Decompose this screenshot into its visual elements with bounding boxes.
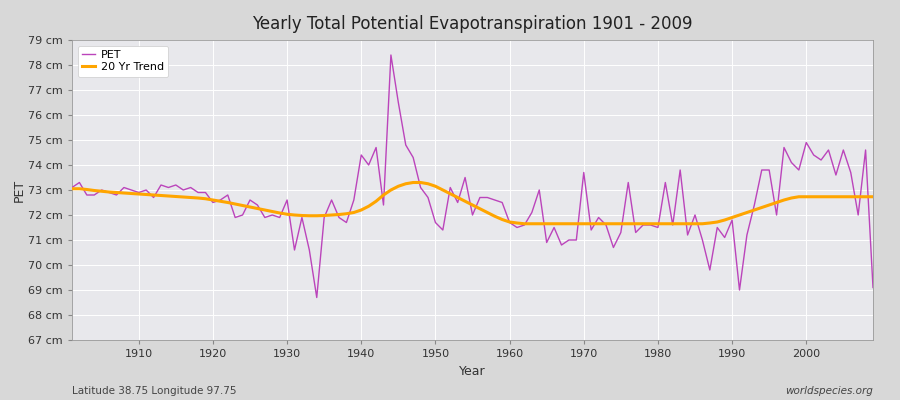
20 Yr Trend — [868, 194, 878, 199]
PET — [608, 245, 619, 250]
PET — [519, 223, 530, 228]
X-axis label: Year: Year — [459, 364, 486, 378]
Line: PET: PET — [72, 55, 873, 298]
PET — [126, 188, 137, 192]
Legend: PET, 20 Yr Trend: PET, 20 Yr Trend — [77, 46, 168, 77]
20 Yr Trend — [334, 212, 345, 217]
Text: worldspecies.org: worldspecies.org — [785, 386, 873, 396]
20 Yr Trend — [126, 191, 137, 196]
PET — [341, 220, 352, 225]
20 Yr Trend — [511, 220, 522, 225]
20 Yr Trend — [504, 220, 515, 224]
PET — [311, 295, 322, 300]
20 Yr Trend — [408, 180, 418, 185]
20 Yr Trend — [608, 221, 619, 226]
PET — [511, 225, 522, 230]
Y-axis label: PET: PET — [13, 178, 25, 202]
Title: Yearly Total Potential Evapotranspiration 1901 - 2009: Yearly Total Potential Evapotranspiratio… — [252, 15, 693, 33]
20 Yr Trend — [519, 221, 530, 226]
Text: Latitude 38.75 Longitude 97.75: Latitude 38.75 Longitude 97.75 — [72, 386, 237, 396]
PET — [385, 52, 396, 57]
PET — [289, 248, 300, 252]
PET — [868, 285, 878, 290]
Line: 20 Yr Trend: 20 Yr Trend — [72, 182, 873, 224]
20 Yr Trend — [289, 213, 300, 218]
PET — [67, 185, 77, 190]
20 Yr Trend — [67, 186, 77, 191]
